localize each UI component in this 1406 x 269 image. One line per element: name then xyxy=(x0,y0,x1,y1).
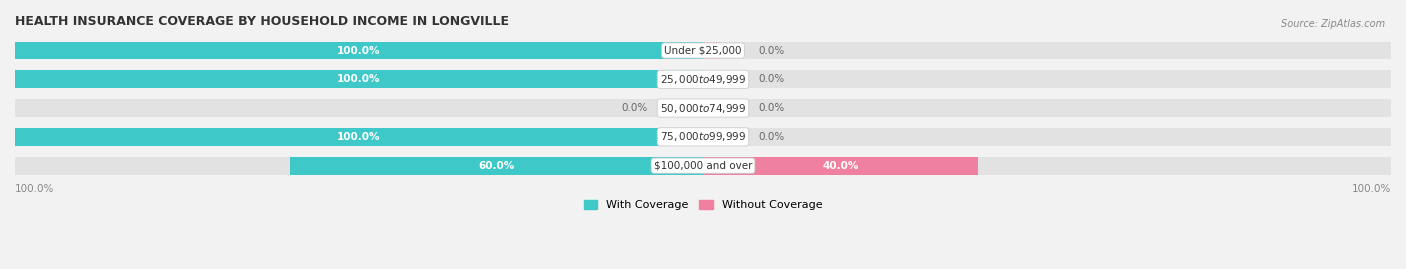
Bar xyxy=(15,157,1391,175)
Bar xyxy=(703,70,720,88)
Text: 100.0%: 100.0% xyxy=(337,45,381,55)
Text: HEALTH INSURANCE COVERAGE BY HOUSEHOLD INCOME IN LONGVILLE: HEALTH INSURANCE COVERAGE BY HOUSEHOLD I… xyxy=(15,15,509,28)
Bar xyxy=(703,157,979,175)
Text: 0.0%: 0.0% xyxy=(758,45,785,55)
Bar xyxy=(703,42,720,59)
Text: 0.0%: 0.0% xyxy=(758,132,785,142)
Text: 0.0%: 0.0% xyxy=(758,103,785,113)
Bar xyxy=(15,128,703,146)
Text: 100.0%: 100.0% xyxy=(337,74,381,84)
Text: 0.0%: 0.0% xyxy=(621,103,648,113)
Legend: With Coverage, Without Coverage: With Coverage, Without Coverage xyxy=(579,196,827,215)
Text: $50,000 to $74,999: $50,000 to $74,999 xyxy=(659,102,747,115)
Bar xyxy=(15,42,1391,59)
Bar xyxy=(290,157,703,175)
Text: $75,000 to $99,999: $75,000 to $99,999 xyxy=(659,130,747,143)
Bar xyxy=(15,99,1391,117)
Text: 0.0%: 0.0% xyxy=(758,74,785,84)
Text: Under $25,000: Under $25,000 xyxy=(664,45,742,55)
Text: $25,000 to $49,999: $25,000 to $49,999 xyxy=(659,73,747,86)
Text: 100.0%: 100.0% xyxy=(1351,184,1391,194)
Bar xyxy=(15,70,703,88)
Text: 100.0%: 100.0% xyxy=(15,184,55,194)
Text: $100,000 and over: $100,000 and over xyxy=(654,161,752,171)
Text: Source: ZipAtlas.com: Source: ZipAtlas.com xyxy=(1281,19,1385,29)
Bar xyxy=(703,99,720,117)
Bar xyxy=(15,128,1391,146)
Text: 60.0%: 60.0% xyxy=(478,161,515,171)
Text: 100.0%: 100.0% xyxy=(337,132,381,142)
Bar xyxy=(703,128,720,146)
Bar xyxy=(15,70,1391,88)
Bar xyxy=(700,99,703,117)
Bar xyxy=(15,42,703,59)
Text: 40.0%: 40.0% xyxy=(823,161,859,171)
